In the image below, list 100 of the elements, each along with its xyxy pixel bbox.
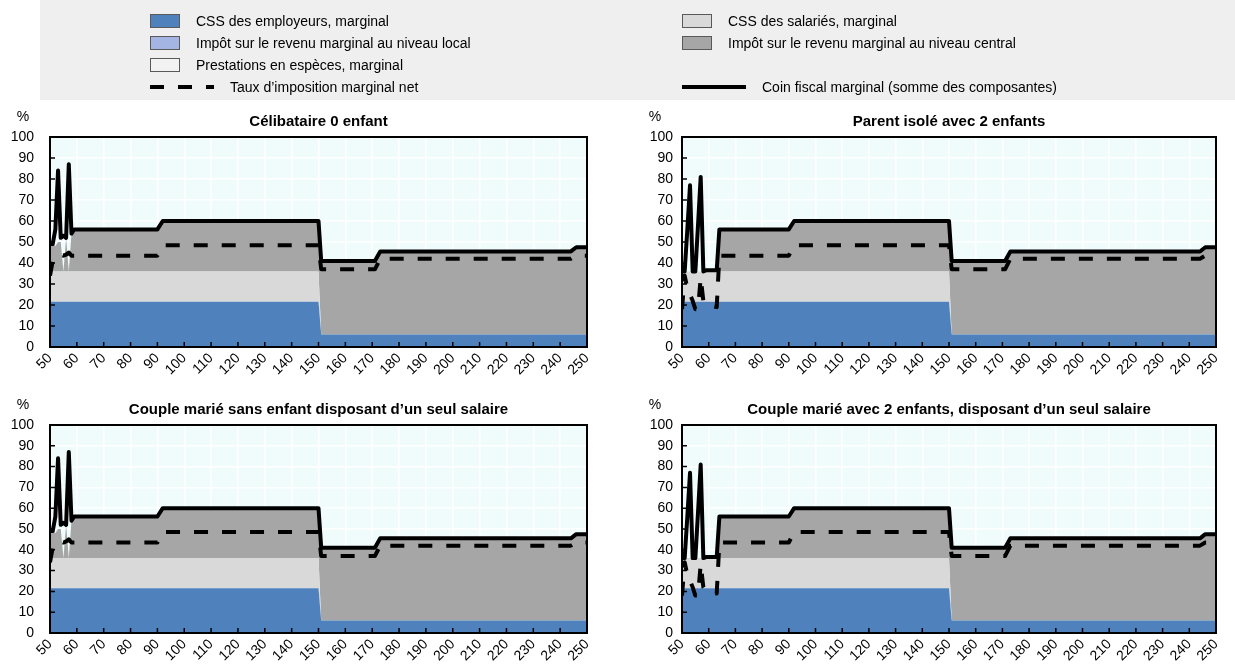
- y-tick-label: 100: [10, 127, 35, 144]
- y-tick-label: 90: [18, 436, 35, 453]
- legend-label: Taux d’imposition marginal net: [230, 79, 419, 95]
- y-tick-label: 10: [18, 603, 35, 620]
- x-tick-label: 70: [86, 349, 109, 372]
- x-tick-label: 140: [899, 635, 928, 664]
- y-tick-label: 50: [18, 232, 35, 249]
- x-tick-label: 80: [744, 635, 768, 658]
- y-tick-label: 0: [665, 337, 674, 354]
- x-tick-label: 80: [113, 635, 136, 658]
- y-tick-label: 10: [657, 603, 674, 620]
- x-tick-label: 180: [376, 635, 405, 664]
- x-tick-label: 190: [1032, 635, 1061, 664]
- x-tick-label: 150: [295, 635, 324, 664]
- x-tick-label: 210: [456, 349, 485, 378]
- y-axis-title: %: [648, 395, 662, 412]
- y-tick-label: 50: [657, 519, 674, 536]
- x-tick-label: 90: [139, 349, 163, 372]
- x-tick-label: 120: [214, 349, 243, 378]
- x-tick-label: 240: [1166, 635, 1195, 664]
- y-tick-label: 0: [26, 337, 35, 354]
- x-tick-label: 220: [483, 635, 512, 664]
- x-tick-label: 130: [872, 635, 901, 664]
- legend-label: Impôt sur le revenu marginal au niveau local: [196, 35, 471, 51]
- y-tick-label: 70: [657, 190, 674, 207]
- x-tick-label: 180: [376, 349, 405, 378]
- y-tick-label: 90: [657, 148, 674, 165]
- x-tick-label: 70: [86, 635, 109, 658]
- x-tick-label: 180: [1006, 349, 1035, 378]
- x-tick-label: 80: [113, 349, 136, 372]
- x-tick-label: 90: [771, 635, 794, 658]
- x-tick-label: 140: [268, 349, 297, 378]
- x-tick-label: 170: [349, 635, 378, 664]
- x-tick-label: 180: [1006, 635, 1035, 664]
- x-tick-label: 230: [510, 635, 539, 664]
- x-tick-label: 250: [564, 349, 592, 378]
- x-tick-label: 160: [952, 635, 981, 664]
- x-tick-label: 240: [537, 349, 566, 378]
- x-tick-label: 200: [429, 635, 458, 664]
- legend-label: CSS des salariés, marginal: [728, 13, 897, 29]
- y-tick-label: 20: [657, 582, 674, 599]
- y-tick-label: 50: [18, 519, 35, 536]
- x-tick-label: 90: [771, 349, 794, 372]
- x-tick-label: 100: [792, 349, 821, 378]
- y-tick-label: 30: [657, 274, 674, 291]
- x-tick-label: 130: [872, 349, 901, 378]
- x-tick-label: 60: [59, 349, 82, 372]
- x-tick-label: 130: [241, 635, 270, 664]
- x-tick-label: 250: [1193, 349, 1221, 378]
- x-tick-label: 120: [845, 635, 874, 664]
- x-tick-label: 100: [161, 635, 190, 664]
- x-tick-label: 200: [1059, 349, 1088, 378]
- x-tick-label: 100: [792, 635, 821, 664]
- x-tick-label: 160: [952, 349, 981, 378]
- y-tick-label: 80: [18, 169, 35, 186]
- x-tick-label: 140: [899, 349, 928, 378]
- x-tick-label: 210: [1086, 635, 1115, 664]
- x-tick-label: 230: [510, 349, 539, 378]
- y-tick-label: 10: [18, 316, 35, 333]
- x-tick-label: 60: [691, 635, 714, 658]
- y-tick-label: 60: [657, 499, 674, 516]
- legend-label: Coin fiscal marginal (somme des composantes): [762, 79, 1057, 95]
- x-tick-label: 190: [402, 635, 431, 664]
- x-tick-label: 150: [295, 349, 324, 378]
- y-tick-label: 80: [657, 169, 674, 186]
- y-axis-title: %: [16, 107, 30, 124]
- x-tick-label: 240: [1166, 349, 1195, 378]
- x-tick-label: 190: [402, 349, 431, 378]
- x-tick-label: 210: [456, 635, 485, 664]
- y-tick-label: 50: [657, 232, 674, 249]
- x-tick-label: 70: [717, 349, 741, 372]
- x-tick-label: 70: [717, 635, 741, 658]
- x-tick-label: 80: [744, 349, 768, 372]
- y-tick-label: 70: [18, 478, 35, 495]
- x-tick-label: 250: [1193, 635, 1221, 664]
- x-tick-label: 170: [979, 635, 1008, 664]
- y-tick-label: 100: [649, 415, 674, 432]
- y-tick-label: 20: [18, 295, 35, 312]
- y-tick-label: 60: [18, 499, 35, 516]
- chart-title: Couple marié sans enfant disposant d’un seul salaire: [128, 400, 509, 418]
- x-tick-label: 160: [322, 349, 351, 378]
- x-tick-label: 100: [161, 349, 190, 378]
- y-tick-label: 20: [18, 582, 35, 599]
- x-tick-label: 210: [1086, 349, 1115, 378]
- chart-title: Parent isolé avec 2 enfants: [852, 112, 1046, 130]
- y-tick-label: 30: [18, 561, 35, 578]
- x-tick-label: 110: [819, 635, 848, 663]
- x-tick-label: 190: [1032, 349, 1061, 378]
- y-tick-label: 90: [18, 148, 35, 165]
- x-tick-label: 250: [564, 635, 592, 664]
- x-tick-label: 90: [139, 635, 163, 658]
- x-tick-label: 60: [59, 635, 82, 658]
- y-tick-label: 100: [10, 415, 35, 432]
- x-tick-label: 200: [1059, 635, 1088, 664]
- y-tick-label: 40: [18, 540, 35, 557]
- x-tick-label: 150: [926, 349, 954, 378]
- y-tick-label: 40: [657, 540, 674, 557]
- x-tick-label: 120: [214, 635, 243, 664]
- x-tick-label: 110: [188, 635, 217, 663]
- y-axis-title: %: [648, 107, 662, 124]
